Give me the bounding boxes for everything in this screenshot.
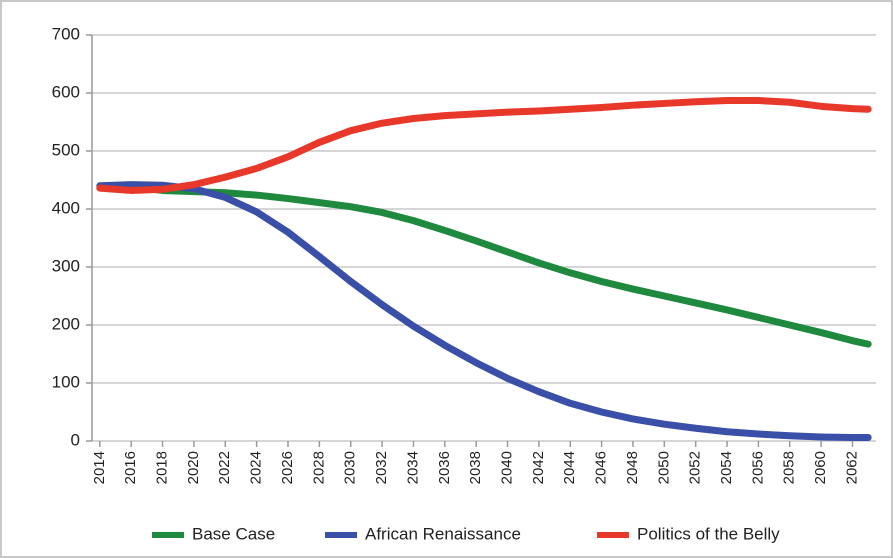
x-tick-label: 2044	[561, 451, 578, 484]
x-tick-label: 2042	[530, 451, 547, 484]
x-tick-label: 2020	[185, 451, 202, 484]
x-tick-label: 2056	[749, 451, 766, 484]
x-tick-label: 2028	[310, 451, 327, 484]
x-tick-label: 2014	[91, 451, 108, 484]
x-tick-label: 2038	[467, 451, 484, 484]
y-tick-label: 400	[52, 198, 80, 217]
y-tick-label: 500	[52, 140, 80, 159]
x-tick-label: 2060	[812, 451, 829, 484]
series-line	[96, 181, 872, 442]
legend-label: African Renaissance	[365, 524, 521, 543]
y-tick-label: 600	[52, 82, 80, 101]
series-line	[96, 183, 872, 348]
x-tick-label: 2018	[154, 451, 171, 484]
x-tick-label: 2046	[593, 451, 610, 484]
y-tick-label: 100	[52, 372, 80, 391]
x-tick-label: 2030	[342, 451, 359, 484]
series-line	[96, 97, 872, 194]
x-tick-label: 2032	[373, 451, 390, 484]
x-tick-label: 2040	[498, 451, 515, 484]
x-tick-label: 2050	[655, 451, 672, 484]
y-tick-label: 300	[52, 256, 80, 275]
legend-label: Base Case	[192, 524, 275, 543]
y-tick-label: 700	[52, 24, 80, 43]
x-tick-label: 2058	[781, 451, 798, 484]
x-tick-label: 2052	[687, 451, 704, 484]
y-tick-label: 200	[52, 314, 80, 333]
x-tick-label: 2054	[718, 451, 735, 484]
x-tick-label: 2048	[624, 451, 641, 484]
x-tick-label: 2016	[122, 451, 139, 484]
x-tick-label: 2024	[248, 451, 265, 484]
legend-label: Politics of the Belly	[637, 524, 780, 543]
x-tick-label: 2026	[279, 451, 296, 484]
x-tick-label: 2022	[216, 451, 233, 484]
x-tick-label: 2062	[843, 451, 860, 484]
y-tick-label: 0	[71, 430, 80, 449]
x-tick-label: 2034	[404, 451, 421, 484]
x-tick-label: 2036	[436, 451, 453, 484]
